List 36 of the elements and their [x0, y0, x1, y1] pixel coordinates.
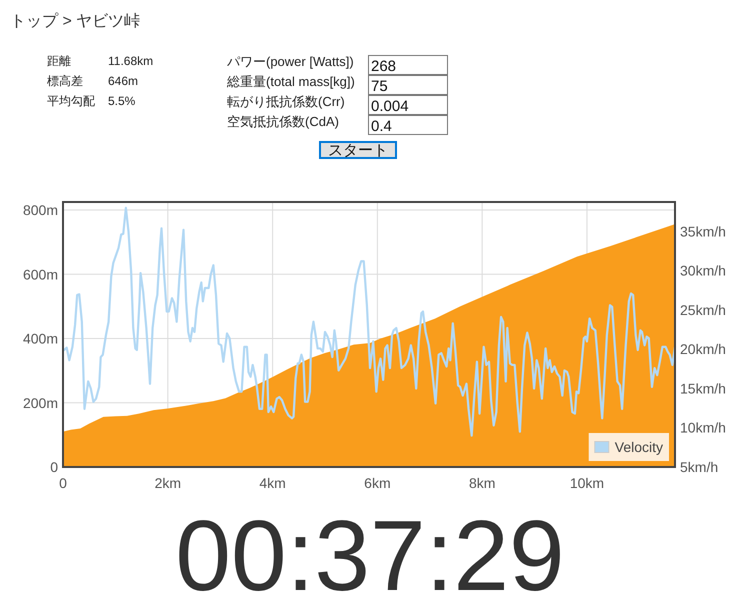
input: 0.004 [368, 95, 448, 115]
text: 転がり抵抗係数(Crr) [227, 94, 345, 109]
y2-tick-label: 5km/h [680, 459, 718, 475]
text: 標高差 [47, 74, 83, 88]
legend: Velocity [588, 433, 669, 461]
y-tick-label: 200m [22, 394, 58, 411]
y-tick-label: 600m [22, 266, 58, 282]
button: スタート [319, 141, 397, 159]
y2-tick-label: 20km/h [680, 341, 726, 358]
x-tick-label: 6km [364, 475, 391, 491]
input: 0.4 [368, 115, 448, 135]
input: 75 [368, 75, 448, 95]
text: 空気抵抗係数(CdA) [227, 114, 339, 129]
y-tick-label: 400m [22, 330, 58, 347]
text: 11.68km [108, 54, 154, 68]
y-tick-label: 800m [22, 202, 58, 218]
text: 00:37:29 [175, 500, 565, 604]
x-tick-label: 10km [570, 475, 604, 491]
text: 平均勾配 [47, 94, 95, 108]
y2-tick-label: 15km/h [680, 380, 726, 396]
text: 距離 [47, 54, 71, 68]
y2-tick-label: 10km/h [680, 420, 726, 436]
text: 5.5% [108, 94, 136, 108]
y2-tick-label: 25km/h [680, 302, 726, 318]
y2-tick-label: 30km/h [680, 262, 726, 279]
text: パワー(power [Watts]) [226, 54, 354, 69]
text: 646m [108, 74, 138, 88]
y2-tick-label: 35km/h [680, 223, 726, 240]
x-tick-label: 8km [468, 475, 496, 491]
x-tick-label: 4km [259, 475, 286, 491]
text: 総重量(total mass[kg]) [226, 74, 355, 89]
chart-title: トップ > ヤビツ峠 [10, 12, 140, 30]
legend-label: Velocity [614, 439, 663, 455]
input: 268 [368, 55, 448, 75]
x-tick-label: 2km [154, 475, 182, 491]
y-tick-label: 0 [50, 459, 58, 475]
